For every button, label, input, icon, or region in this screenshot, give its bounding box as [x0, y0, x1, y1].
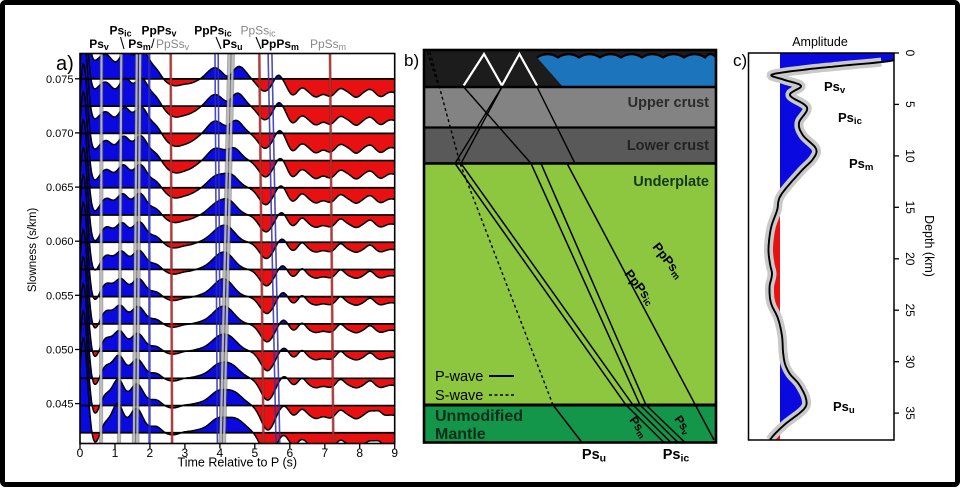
svg-text:10: 10: [903, 149, 917, 163]
svg-text:0: 0: [903, 50, 917, 57]
svg-text:7: 7: [321, 446, 328, 460]
svg-text:/: /: [151, 36, 155, 51]
svg-text:Depth (km): Depth (km): [922, 215, 936, 277]
svg-text:20: 20: [903, 252, 917, 266]
svg-text:9: 9: [391, 446, 398, 460]
svg-text:Upper crust: Upper crust: [628, 95, 710, 111]
svg-text:25: 25: [903, 304, 917, 318]
svg-text:Lower crust: Lower crust: [627, 138, 709, 154]
svg-text:0: 0: [77, 446, 84, 460]
svg-text:0.055: 0.055: [46, 290, 74, 302]
svg-text:Amplitude: Amplitude: [792, 35, 848, 49]
svg-text:2: 2: [147, 446, 154, 460]
svg-text:P-wave: P-wave: [435, 369, 483, 385]
svg-text:Slowness (s/km): Slowness (s/km): [27, 208, 39, 293]
svg-text:Time Relative to P (s): Time Relative to P (s): [178, 456, 297, 470]
svg-text:0.045: 0.045: [46, 399, 74, 411]
svg-text:35: 35: [903, 406, 917, 420]
svg-text:0.070: 0.070: [46, 128, 74, 140]
svg-text:1: 1: [112, 446, 119, 460]
svg-text:8: 8: [356, 446, 363, 460]
svg-text:15: 15: [903, 201, 917, 215]
svg-text:PpSsv: PpSsv: [156, 37, 190, 52]
svg-text:Underplate: Underplate: [633, 174, 709, 190]
svg-text:5: 5: [903, 101, 917, 108]
svg-text:S-wave: S-wave: [435, 388, 483, 404]
svg-text:Unmodified: Unmodified: [435, 408, 523, 425]
svg-text:b): b): [404, 51, 419, 70]
svg-text:a): a): [56, 53, 74, 75]
svg-text:0.050: 0.050: [46, 345, 74, 357]
svg-text:c): c): [733, 51, 747, 70]
svg-text:0.065: 0.065: [46, 182, 74, 194]
svg-text:0.075: 0.075: [46, 74, 74, 86]
svg-text:30: 30: [903, 355, 917, 369]
svg-text:0.060: 0.060: [46, 236, 74, 248]
svg-text:Mantle: Mantle: [435, 426, 486, 443]
